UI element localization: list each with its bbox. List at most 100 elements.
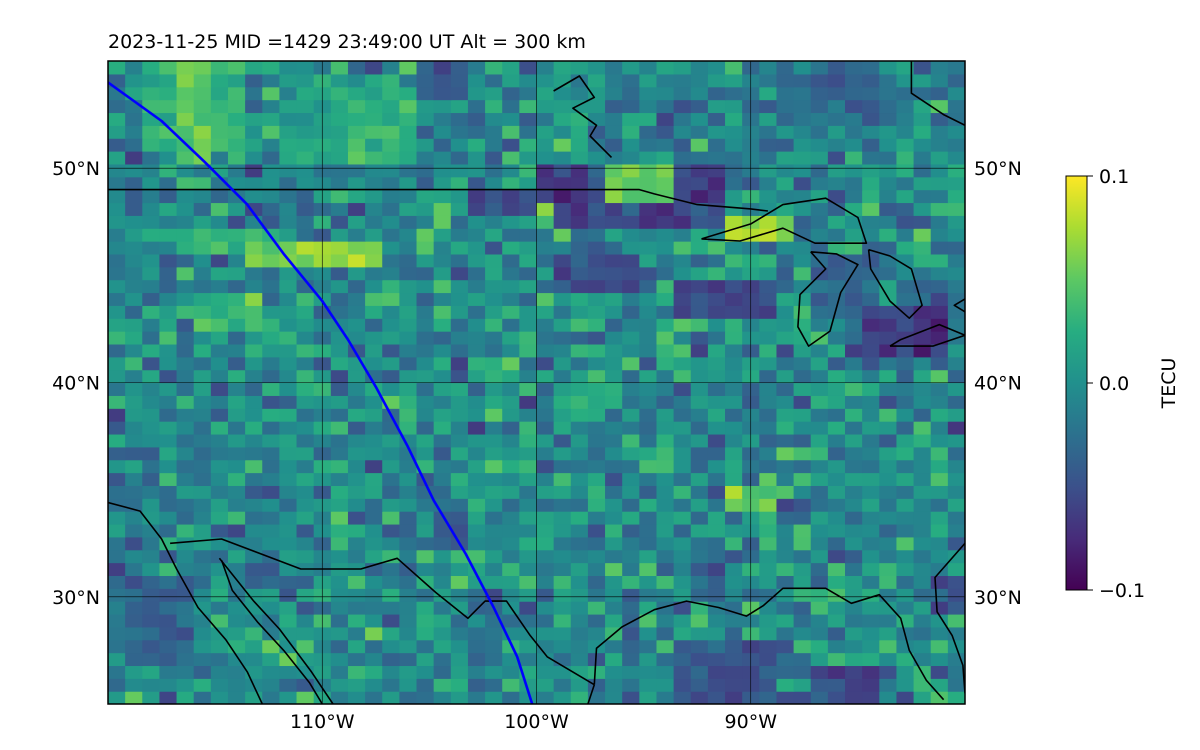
heatmap-cell: [827, 382, 846, 396]
heatmap-cell: [810, 678, 829, 692]
heatmap-cell: [142, 523, 161, 538]
heatmap-cell: [553, 446, 572, 461]
heatmap-cell: [656, 99, 675, 114]
heatmap-cell: [605, 86, 623, 101]
heatmap-cell: [553, 86, 572, 101]
heatmap-cell: [382, 99, 400, 114]
heatmap-cell: [502, 549, 520, 564]
heatmap-cell: [193, 523, 212, 538]
heatmap-cell: [519, 601, 538, 615]
heatmap-cell: [262, 626, 280, 641]
heatmap-cell: [279, 485, 298, 499]
heatmap-cell: [176, 613, 195, 628]
heatmap-cell: [605, 292, 623, 306]
heatmap-cell: [913, 151, 932, 165]
heatmap-cell: [296, 176, 315, 191]
heatmap-cell: [587, 408, 606, 422]
heatmap-cell: [759, 202, 778, 216]
heatmap-cell: [862, 73, 880, 88]
heatmap-cell: [587, 562, 606, 576]
heatmap-cell: [793, 228, 812, 242]
heatmap-cell: [399, 266, 418, 281]
heatmap-cell: [108, 382, 126, 396]
heatmap-cell: [485, 523, 503, 538]
heatmap-cell: [947, 369, 965, 384]
heatmap-cell: [210, 266, 229, 281]
heatmap-cell: [639, 523, 658, 538]
heatmap-cell: [519, 356, 538, 371]
heatmap-cell: [142, 408, 161, 422]
heatmap-cell: [176, 73, 195, 88]
heatmap-cell: [913, 523, 932, 538]
heatmap-cell: [622, 691, 640, 704]
heatmap-cell: [159, 61, 178, 75]
heatmap-cell: [108, 331, 126, 345]
heatmap-cell: [759, 626, 778, 641]
heatmap-cell: [210, 652, 229, 667]
heatmap-cell: [176, 639, 195, 654]
heatmap-cell: [536, 138, 555, 152]
heatmap-cell: [245, 459, 263, 474]
heatmap-cell: [519, 125, 538, 139]
heatmap-cell: [810, 485, 829, 499]
heatmap-cell: [416, 73, 435, 88]
heatmap-cell: [142, 421, 161, 435]
heatmap-cell: [896, 343, 915, 358]
heatmap-cell: [673, 536, 692, 551]
heatmap-cell: [450, 395, 469, 409]
heatmap-cell: [639, 536, 658, 551]
heatmap-cell: [553, 395, 572, 409]
heatmap-cell: [827, 498, 846, 512]
heatmap-cell: [947, 523, 965, 538]
heatmap-cell: [279, 421, 298, 435]
heatmap-cell: [707, 472, 726, 486]
map-panel: [107, 60, 966, 705]
heatmap-cell: [759, 331, 778, 345]
heatmap-cell: [707, 318, 726, 332]
heatmap-cell: [879, 498, 898, 512]
heatmap-cell: [193, 485, 212, 499]
heatmap-cell: [193, 292, 212, 306]
heatmap-cell: [587, 305, 606, 319]
heatmap-cell: [605, 536, 623, 551]
heatmap-cell: [536, 112, 555, 126]
heatmap-cell: [639, 652, 658, 667]
heatmap-cell: [433, 446, 452, 461]
heatmap-cell: [759, 472, 778, 486]
heatmap-cell: [605, 652, 623, 667]
heatmap-cell: [913, 343, 932, 358]
heatmap-cell: [862, 446, 880, 461]
heatmap-cell: [827, 511, 846, 525]
heatmap-cell: [896, 112, 915, 126]
heatmap-cell: [125, 61, 143, 75]
heatmap-cell: [570, 292, 589, 306]
heatmap-cell: [673, 61, 692, 75]
heatmap-cell: [485, 459, 503, 474]
heatmap-cell: [347, 472, 366, 486]
heatmap-cell: [176, 498, 195, 512]
heatmap-cell: [673, 562, 692, 576]
heatmap-cell: [210, 86, 229, 101]
heatmap-cell: [365, 433, 383, 448]
heatmap-cell: [159, 421, 178, 435]
heatmap-cell: [227, 446, 246, 461]
heatmap-cell: [690, 613, 709, 628]
heatmap-cell: [605, 472, 623, 486]
heatmap-cell: [707, 331, 726, 345]
heatmap-cell: [365, 176, 383, 191]
heatmap-cell: [810, 241, 829, 255]
heatmap-cell: [142, 253, 161, 268]
heatmap-cell: [450, 639, 469, 654]
heatmap-cell: [142, 395, 161, 409]
heatmap-cell: [725, 61, 743, 75]
heatmap-cell: [159, 356, 178, 371]
heatmap-cell: [485, 356, 503, 371]
heatmap-cell: [690, 408, 709, 422]
heatmap-cell: [536, 562, 555, 576]
heatmap-cell: [725, 112, 743, 126]
heatmap-cell: [570, 202, 589, 216]
heatmap-cell: [707, 678, 726, 692]
heatmap-cell: [347, 228, 366, 242]
heatmap-cell: [399, 395, 418, 409]
heatmap-cell: [690, 125, 709, 139]
